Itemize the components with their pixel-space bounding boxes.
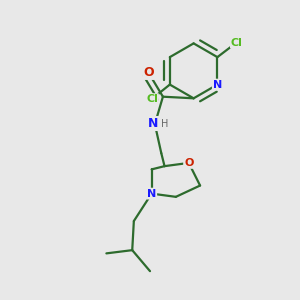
Text: N: N: [148, 117, 158, 130]
Text: N: N: [213, 80, 222, 90]
Text: Cl: Cl: [146, 94, 158, 104]
Text: O: O: [143, 66, 154, 79]
Text: O: O: [184, 158, 194, 168]
Text: Cl: Cl: [231, 38, 243, 48]
Text: H: H: [161, 119, 169, 129]
Text: N: N: [147, 189, 156, 199]
